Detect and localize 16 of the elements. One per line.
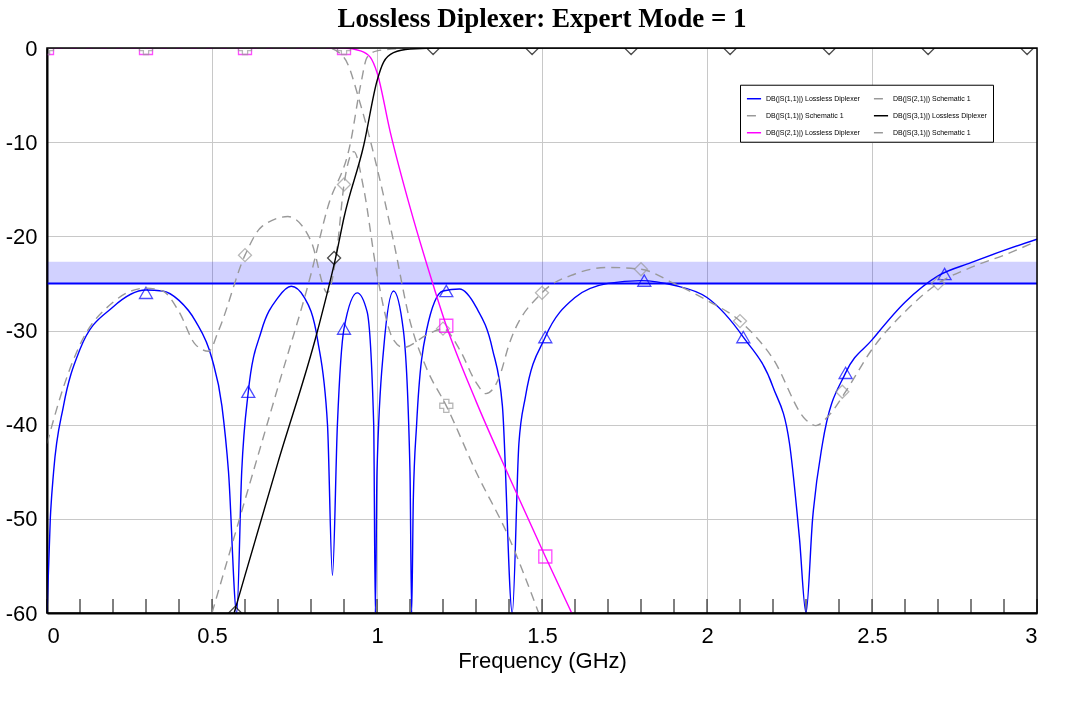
y-tick-label: 0 bbox=[25, 35, 38, 61]
y-tick-label: -10 bbox=[5, 129, 38, 155]
y-tick-label: -40 bbox=[5, 412, 38, 438]
y-tick-label: -60 bbox=[5, 600, 38, 626]
x-tick-label: 1.5 bbox=[527, 622, 558, 648]
x-tick-label: 0 bbox=[47, 622, 60, 648]
x-axis-title: Frequency (GHz) bbox=[458, 647, 627, 673]
y-tick-label: -30 bbox=[5, 318, 38, 343]
x-tick-label: 1 bbox=[371, 622, 384, 648]
y-tick-label: -50 bbox=[5, 506, 38, 532]
y-tick-label: -20 bbox=[5, 223, 38, 249]
x-tick-label: 0.5 bbox=[197, 622, 228, 648]
x-tick-label: 2 bbox=[701, 622, 714, 648]
x-tick-label: 2.5 bbox=[857, 622, 888, 648]
chart-title: Lossless Diplexer: Expert Mode = 1 bbox=[337, 3, 747, 33]
x-tick-label: 3 bbox=[1025, 622, 1038, 648]
